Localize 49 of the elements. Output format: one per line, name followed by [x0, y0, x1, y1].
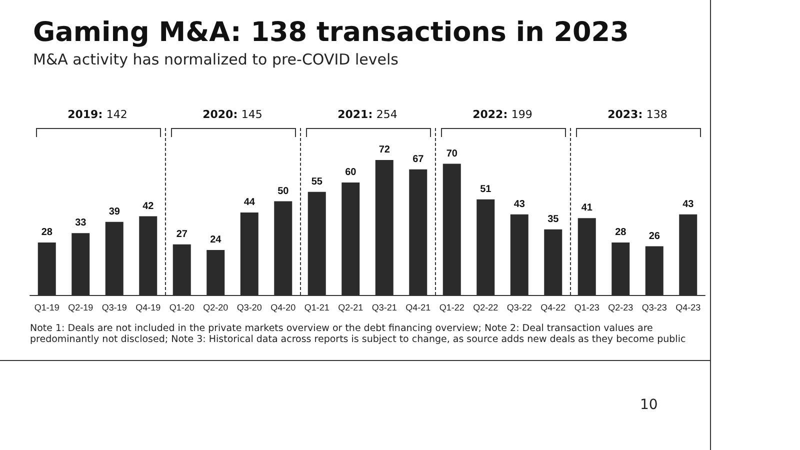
data-label: 35 — [548, 214, 560, 225]
x-tick-label: Q4-22 — [540, 302, 566, 312]
x-tick-label: Q1-21 — [304, 302, 330, 312]
text: 2019: 142 — [68, 108, 128, 121]
data-label: 44 — [244, 197, 256, 208]
data-label: 28 — [41, 227, 53, 238]
x-tick-label: Q1-23 — [574, 302, 600, 312]
x-tick-label: Q3-21 — [372, 302, 397, 312]
data-label: 27 — [176, 228, 188, 240]
x-tick-label: Q4-20 — [270, 302, 296, 312]
chart-subtitle: M&A activity has normalized to pre-COVID levels — [33, 50, 399, 68]
x-tick-label: Q4-21 — [406, 302, 431, 312]
data-label: 70 — [446, 148, 458, 160]
x-tick-label: Q3-20 — [236, 302, 262, 312]
text: 2022: 199 — [472, 108, 532, 121]
data-label: 26 — [648, 230, 660, 242]
x-tick-label: Q4-19 — [136, 302, 161, 312]
x-tick-label: Q2-23 — [608, 302, 634, 312]
text: 10 — [640, 397, 658, 413]
x-tick-label: Q3-23 — [642, 302, 667, 312]
x-tick-label: Q1-20 — [169, 302, 194, 312]
data-label: 67 — [412, 154, 424, 165]
data-label: 28 — [615, 227, 627, 238]
text: 2021: 254 — [338, 108, 398, 121]
data-label: 43 — [514, 198, 526, 210]
data-label: 50 — [278, 186, 290, 197]
text: 2023: 138 — [608, 108, 668, 121]
data-label: 72 — [378, 144, 390, 156]
data-label: 43 — [682, 198, 694, 210]
data-label: 51 — [480, 184, 492, 195]
text: Note 1: Deals are not included in the private markets overview or the debt financing overview; Note 2: Deal transaction values are predominantly not disclosed; Note 3: Historical data across reports is subject to change, as source adds new deals as they become public — [30, 323, 687, 345]
data-label: 33 — [75, 218, 87, 229]
chart-title: Gaming M&A: 138 transactions in 2023 — [33, 17, 629, 48]
x-tick-label: Q3-22 — [506, 302, 532, 312]
x-tick-label: Q2-21 — [338, 302, 364, 312]
data-label: 55 — [311, 176, 323, 188]
x-tick-label: Q2-19 — [68, 302, 94, 312]
x-tick-label: Q2-22 — [473, 302, 498, 312]
data-label: 60 — [345, 167, 357, 178]
x-tick-label: Q2-20 — [203, 302, 228, 312]
x-tick-label: Q3-19 — [102, 302, 127, 312]
x-tick-label: Q1-22 — [439, 302, 464, 312]
x-tick-label: Q4-23 — [676, 302, 701, 312]
x-tick-label: Q1-19 — [34, 302, 60, 312]
data-label: 24 — [210, 234, 222, 246]
data-label: 39 — [108, 206, 120, 218]
data-label: 42 — [142, 200, 154, 212]
data-label: 41 — [581, 202, 593, 214]
text: 2020: 145 — [202, 108, 262, 121]
